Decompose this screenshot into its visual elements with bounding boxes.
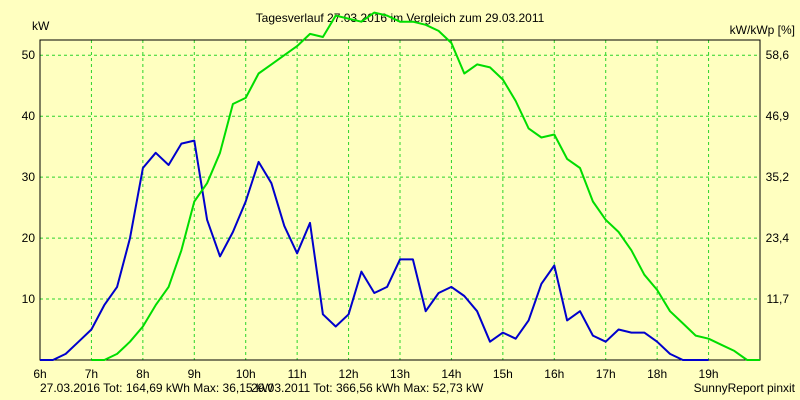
x-tick-label: 17h xyxy=(596,367,616,381)
y-tick-label-left: 20 xyxy=(22,231,36,245)
x-tick-label: 6h xyxy=(33,367,46,381)
x-tick-label: 10h xyxy=(236,367,256,381)
x-tick-label: 19h xyxy=(699,367,719,381)
x-tick-label: 8h xyxy=(136,367,149,381)
x-tick-label: 7h xyxy=(85,367,98,381)
x-tick-label: 12h xyxy=(339,367,359,381)
footer-credit: SunnyReport pinxit xyxy=(694,381,796,395)
y-tick-label-right: 46,9 xyxy=(766,109,790,123)
y-tick-label-right: 11,7 xyxy=(767,292,790,306)
x-tick-label: 11h xyxy=(288,367,307,381)
y-tick-label-left: 40 xyxy=(22,109,36,123)
y-tick-label-right: 23,4 xyxy=(766,231,790,245)
y-tick-label-left: 50 xyxy=(22,48,36,62)
x-tick-label: 9h xyxy=(188,367,201,381)
y-tick-label-left: 10 xyxy=(22,292,36,306)
y-tick-label-right: 35,2 xyxy=(766,170,790,184)
y-axis-right-label: kW/kWp [%] xyxy=(730,23,795,37)
x-tick-label: 15h xyxy=(493,367,513,381)
series-lines xyxy=(40,11,760,361)
legend-entry-29-03-2011: 29.03.2011 Tot: 366,56 kWh Max: 52,73 kW xyxy=(251,381,484,395)
x-tick-label: 13h xyxy=(390,367,410,381)
legend-entry-27-03-2016: 27.03.2016 Tot: 164,69 kWh Max: 36,15 kW xyxy=(40,381,274,395)
y-tick-label-right: 58,6 xyxy=(766,48,790,62)
series-line-27-03-2016 xyxy=(40,139,709,361)
series-line-29-03-2011 xyxy=(91,11,760,361)
x-tick-label: 16h xyxy=(544,367,564,381)
x-tick-label: 14h xyxy=(441,367,461,381)
grid-lines xyxy=(40,40,760,360)
x-tick-label: 18h xyxy=(647,367,667,381)
chart-title: Tagesverlauf 27.03.2016 im Vergleich zum… xyxy=(256,11,545,25)
plot-frame xyxy=(39,39,761,361)
tick-labels: 6h 7h 8h 9h 10h 11h 12h 13h 14h 15h 16h 17h 18h 19h 10… xyxy=(22,48,790,381)
y-axis-left-label: kW xyxy=(32,19,50,33)
y-tick-label-left: 30 xyxy=(22,170,36,184)
